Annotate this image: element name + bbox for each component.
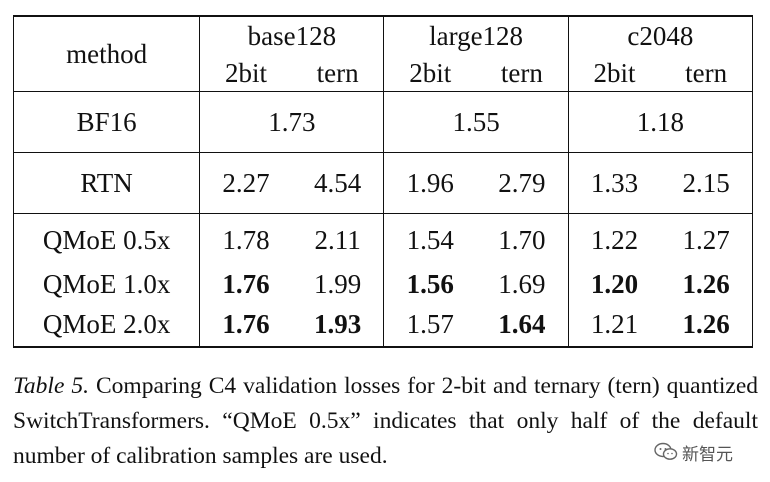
cell-bf16-large128: 1.55: [383, 91, 569, 153]
cell-rtn-base128-tern: 4.54: [291, 152, 385, 214]
cell-qmoe-1.0x-base128-tern: 1.99: [291, 266, 385, 302]
subheader-large128-2bit: 2bit: [409, 57, 452, 88]
cell-bf16-base128: 1.73: [199, 91, 385, 153]
cell-qmoe-0.5x-base128-2bit: 1.78: [199, 213, 292, 266]
subheader-c2048-2bit: 2bit: [593, 57, 636, 88]
cell-qmoe-2.0x-base128-2bit: 1.76: [199, 302, 292, 348]
wechat-logo-icon: [654, 442, 678, 462]
caption-text: Comparing C4 validation losses for 2-bit…: [13, 373, 759, 469]
cell-qmoe-1.0x-large128-tern: 1.69: [476, 266, 569, 302]
cell-qmoe-2.0x-large128-tern: 1.64: [476, 302, 569, 348]
subheader-base128-2bit: 2bit: [225, 57, 268, 88]
row-method-qmoe-2.0x: QMoE 2.0x: [12, 302, 201, 348]
watermark-text: 新智元: [682, 444, 733, 465]
subheader-c2048-tern: tern: [660, 55, 754, 92]
cell-qmoe-0.5x-large128-2bit: 1.54: [383, 213, 477, 266]
cell-rtn-c2048-2bit: 1.33: [568, 152, 661, 214]
cell-qmoe-0.5x-c2048-tern: 1.27: [660, 213, 754, 266]
subheader-large128-tern: tern: [476, 55, 569, 92]
cell-rtn-base128-2bit: 2.27: [199, 152, 292, 214]
group-header-large128: large128: [383, 15, 569, 55]
cell-qmoe-1.0x-c2048-tern: 1.26: [660, 266, 754, 302]
cell-qmoe-1.0x-large128-2bit: 1.56: [406, 268, 454, 299]
cell-qmoe-0.5x-c2048-2bit: 1.22: [568, 213, 661, 266]
table-row-rtn: RTN 2.27 4.54 1.96 2.79 1.33 2.15: [12, 152, 754, 214]
subheader-base128-tern: tern: [291, 55, 385, 92]
row-method-bf16: BF16: [12, 91, 201, 153]
cell-qmoe-0.5x-large128-tern: 1.70: [476, 213, 569, 266]
table-row-qmoe-2.0x: QMoE 2.0x 1.76 1.93 1.57 1.64 1.21 1.26: [12, 302, 754, 348]
table-row-bf16: BF16 1.73 1.55 1.18: [12, 91, 754, 153]
method-header: method: [12, 15, 201, 92]
table-row-qmoe-0.5x: QMoE 0.5x 1.78 2.11 1.54 1.70 1.22 1.27: [12, 213, 754, 266]
header-row-groups: method base128 large128 c2048: [12, 15, 754, 92]
cell-qmoe-1.0x-base128-2bit: 1.76: [222, 268, 270, 299]
cell-qmoe-0.5x-base128-tern: 2.11: [291, 213, 385, 266]
results-table: method base128 large128 c2048 2bit tern …: [12, 15, 754, 348]
table-caption: Table 5. Comparing C4 validation losses …: [13, 369, 758, 474]
row-method-qmoe-1.0x: QMoE 1.0x: [12, 266, 201, 302]
watermark: 新智元: [650, 439, 737, 465]
group-header-base128: base128: [199, 15, 385, 55]
row-method-qmoe-0.5x: QMoE 0.5x: [12, 213, 201, 266]
row-method-rtn: RTN: [12, 152, 201, 214]
cell-qmoe-2.0x-c2048-tern: 1.26: [660, 302, 754, 348]
cell-rtn-large128-tern: 2.79: [476, 152, 569, 214]
header-row-subcolumns: 2bit tern 2bit tern 2bit tern: [14, 55, 754, 92]
cell-rtn-c2048-tern: 2.15: [660, 152, 754, 214]
cell-qmoe-2.0x-large128-2bit: 1.57: [383, 302, 477, 348]
cell-bf16-c2048: 1.18: [568, 91, 754, 153]
cell-qmoe-2.0x-base128-tern: 1.93: [291, 302, 385, 348]
caption-label: Table 5.: [13, 373, 89, 399]
cell-qmoe-1.0x-c2048-2bit: 1.20: [590, 268, 639, 299]
group-header-c2048: c2048: [568, 15, 754, 55]
table-row-qmoe-1.0x: QMoE 1.0x 1.76 1.99 1.56 1.69 1.20 1.26: [12, 266, 754, 302]
cell-qmoe-2.0x-c2048-2bit: 1.21: [568, 302, 661, 348]
cell-rtn-large128-2bit: 1.96: [383, 152, 477, 214]
